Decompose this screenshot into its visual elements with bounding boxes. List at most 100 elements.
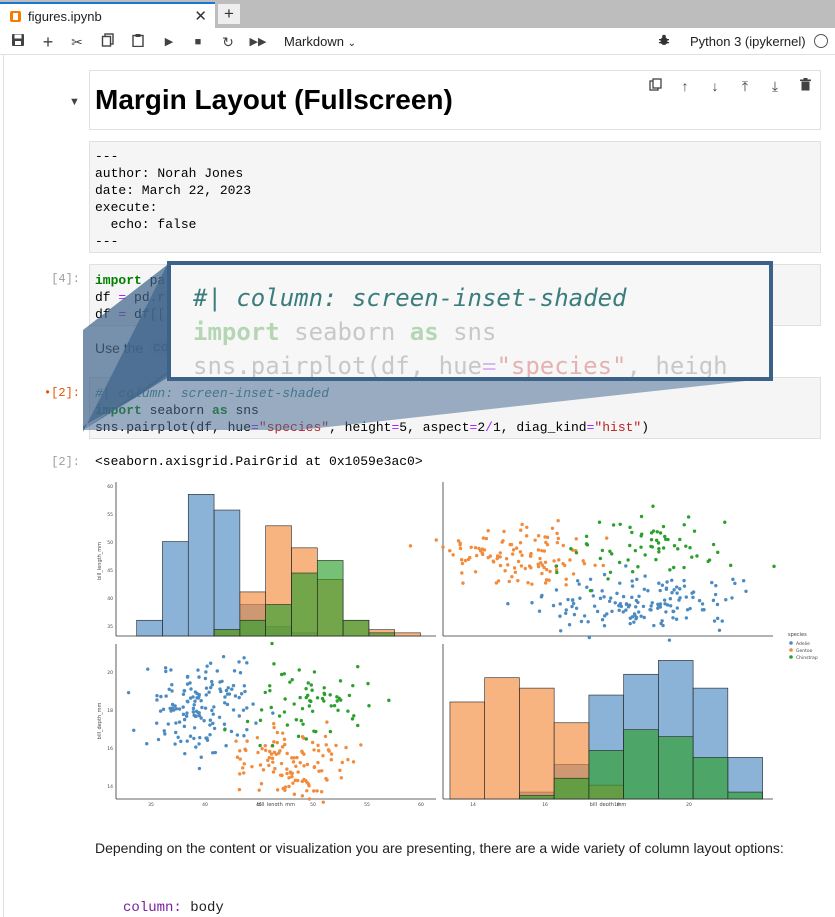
scatter-point-adelie: [208, 723, 212, 727]
scatter-point-gentoo: [542, 565, 546, 570]
scatter-point-chinstrap: [682, 565, 686, 570]
scatter-point-adelie: [156, 737, 161, 742]
scatter-point-adelie: [215, 669, 219, 673]
scatter-point-chinstrap: [569, 547, 573, 551]
scatter-point-adelie: [181, 712, 186, 717]
scatter-point-adelie: [702, 608, 706, 612]
tab-notebook[interactable]: figures.ipynb ✕: [0, 2, 215, 28]
scatter-point-gentoo: [235, 755, 240, 759]
new-tab-button[interactable]: +: [218, 4, 240, 24]
hist-bar-length-chinstrap: [213, 629, 241, 637]
scatter-point-gentoo: [359, 743, 363, 747]
hist-bar-length-chinstrap: [291, 572, 318, 637]
add-cell-icon[interactable]: +: [42, 32, 54, 52]
scatter-point-gentoo: [302, 764, 306, 768]
move-down-icon[interactable]: ↓: [711, 78, 719, 94]
copy-icon[interactable]: [98, 32, 118, 52]
scatter-point-adelie: [558, 602, 562, 606]
scatter-point-gentoo: [510, 575, 514, 579]
move-up-icon[interactable]: ↑: [681, 78, 689, 94]
scatter-point-gentoo: [256, 750, 260, 755]
scatter-point-gentoo: [321, 800, 325, 804]
scatter-point-adelie: [571, 601, 576, 606]
scatter-point-adelie: [211, 721, 215, 726]
run-icon[interactable]: ▶: [164, 36, 174, 48]
scatter-point-chinstrap: [288, 680, 292, 684]
scatter-point-adelie: [675, 585, 679, 589]
scatter-point-adelie: [624, 602, 629, 607]
scatter-point-adelie: [237, 695, 241, 700]
scatter-point-chinstrap: [649, 544, 653, 549]
scatter-point-gentoo: [273, 766, 277, 771]
scatter-point-adelie: [155, 693, 159, 698]
scatter-point-gentoo: [502, 529, 506, 534]
scatter-point-adelie: [210, 708, 214, 713]
scatter-point-chinstrap: [588, 588, 593, 593]
scatter-point-gentoo: [496, 579, 501, 583]
scatter-point-gentoo: [526, 581, 530, 585]
fast-forward-icon[interactable]: ▶▶: [249, 36, 267, 48]
paste-icon[interactable]: [128, 32, 148, 52]
scatter-point-gentoo: [544, 578, 549, 582]
hist-bar-length-gentoo: [394, 632, 421, 637]
cell-type-select[interactable]: Markdown ⌄: [284, 32, 356, 54]
collapse-icon[interactable]: ▼: [69, 96, 80, 108]
scatter-point-gentoo: [556, 518, 560, 523]
insert-above-icon[interactable]: ⤒: [741, 78, 749, 94]
save-icon[interactable]: [8, 32, 28, 52]
scatter-point-adelie: [173, 704, 177, 708]
scatter-point-adelie: [238, 671, 243, 675]
scatter-point-gentoo: [548, 569, 552, 574]
scatter-point-gentoo: [486, 555, 490, 560]
scatter-point-adelie: [662, 598, 667, 602]
code-cell-2[interactable]: #| column: screen-inset-shaded import se…: [89, 377, 821, 439]
delete-cell-icon[interactable]: [795, 76, 815, 96]
insert-below-icon[interactable]: ⤓: [771, 78, 779, 94]
y-tick-label: 45: [107, 568, 113, 574]
cut-icon[interactable]: ✂: [71, 34, 83, 50]
scatter-point-gentoo: [478, 549, 483, 553]
scatter-point-chinstrap: [322, 686, 326, 690]
markdown-cell[interactable]: [89, 70, 821, 130]
scatter-point-adelie: [146, 667, 150, 671]
scatter-point-adelie: [197, 713, 202, 718]
scatter-point-gentoo: [263, 748, 268, 753]
scatter-point-adelie: [196, 668, 200, 672]
scatter-point-chinstrap: [279, 672, 284, 677]
y-tick-label: 40: [107, 596, 113, 602]
scatter-point-adelie: [660, 583, 665, 587]
stop-icon[interactable]: ■: [194, 36, 202, 48]
scatter-point-gentoo: [267, 756, 272, 760]
scatter-point-adelie: [200, 705, 204, 710]
scatter-point-chinstrap: [296, 734, 301, 739]
scatter-point-adelie: [658, 602, 663, 606]
x-tick-label: 40: [202, 802, 208, 806]
restart-icon[interactable]: ↻: [222, 34, 234, 50]
scatter-point-adelie: [154, 721, 159, 725]
scatter-point-adelie: [235, 733, 240, 737]
scatter-point-gentoo: [519, 528, 523, 532]
scatter-point-chinstrap: [338, 679, 343, 683]
scatter-point-gentoo: [516, 559, 521, 564]
hist-bar-length-adelie: [187, 493, 215, 637]
code-cell-4-source: import pa df = pd.r df = df[[: [95, 273, 166, 322]
scatter-point-gentoo: [510, 552, 515, 556]
close-icon[interactable]: ✕: [194, 8, 207, 25]
scatter-point-adelie: [169, 709, 173, 713]
scatter-point-gentoo: [458, 546, 463, 551]
hist-bar-depth-chinstrap: [692, 757, 729, 800]
x-tick-label: 45: [256, 802, 262, 806]
scatter-point-chinstrap: [304, 737, 308, 741]
raw-cell-frontmatter[interactable]: --- author: Norah Jones date: March 22, …: [89, 141, 821, 253]
kernel-name[interactable]: Python 3 (ipykernel): [690, 34, 806, 49]
duplicate-cell-icon[interactable]: [645, 76, 665, 96]
scatter-point-gentoo: [496, 554, 500, 559]
scatter-point-adelie: [658, 588, 662, 593]
paragraph-text: Depending on the content or visualizatio…: [95, 840, 784, 856]
scatter-point-chinstrap: [630, 570, 635, 574]
debugger-bug-icon[interactable]: [658, 32, 670, 52]
scatter-point-adelie: [205, 664, 209, 668]
scatter-point-chinstrap: [598, 556, 603, 561]
scatter-point-gentoo: [267, 763, 271, 768]
scatter-point-adelie: [230, 687, 234, 691]
